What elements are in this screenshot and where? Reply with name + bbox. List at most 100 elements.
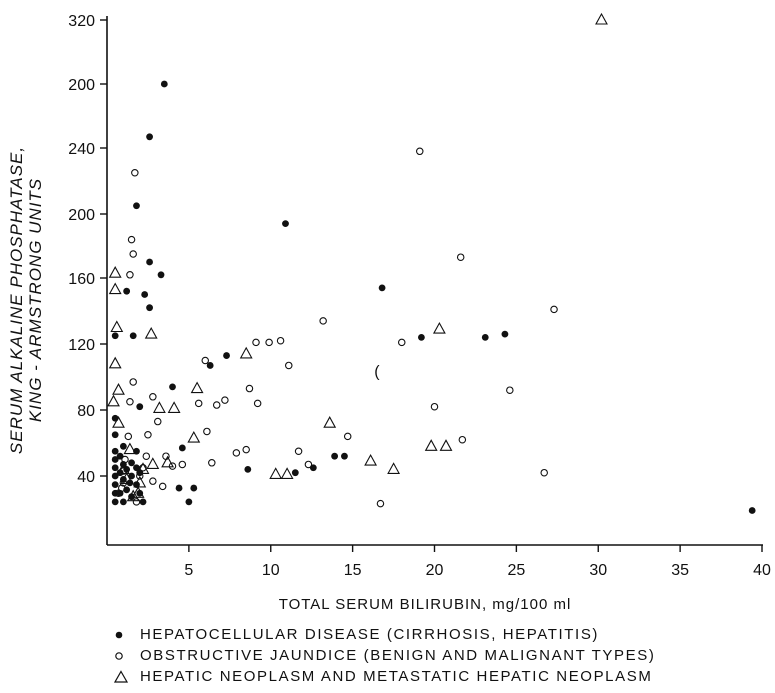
data-point <box>319 317 327 325</box>
data-point <box>119 442 127 450</box>
data-point <box>154 417 162 426</box>
data-point <box>397 338 406 347</box>
data-point <box>132 498 141 506</box>
data-point <box>175 484 183 492</box>
data-point <box>124 432 133 441</box>
data-point <box>203 427 211 436</box>
data-point <box>149 477 157 485</box>
data-point <box>242 445 250 454</box>
data-point <box>540 468 548 477</box>
data-point <box>185 498 193 506</box>
legend: HEPATOCELLULAR DISEASE (CIRRHOSIS, HEPAT… <box>114 624 764 687</box>
legend-item-hepatocellular: HEPATOCELLULAR DISEASE (CIRRHOSIS, HEPAT… <box>114 624 764 645</box>
data-point <box>129 250 137 258</box>
data-point <box>149 393 157 401</box>
data-point <box>112 383 125 395</box>
data-point <box>139 498 147 506</box>
data-point <box>117 484 126 492</box>
x-tick-label: 10 <box>262 562 280 579</box>
data-point <box>424 439 438 451</box>
data-point <box>131 169 139 177</box>
data-point <box>127 235 136 244</box>
data-point <box>206 362 214 369</box>
data-point <box>146 304 153 312</box>
data-point <box>144 430 152 439</box>
data-point <box>276 336 285 345</box>
data-point <box>331 452 339 460</box>
data-point <box>323 416 337 428</box>
data-point <box>121 455 129 464</box>
data-point <box>282 220 289 228</box>
data-point <box>111 431 119 439</box>
data-point <box>501 330 509 338</box>
data-point <box>111 332 119 340</box>
data-point <box>595 12 608 25</box>
data-point <box>158 482 167 491</box>
data-point <box>341 452 348 460</box>
data-points <box>107 12 756 514</box>
data-point <box>168 462 177 470</box>
legend-label: HEPATOCELLULAR DISEASE (CIRRHOSIS, HEPAT… <box>140 626 600 643</box>
y-tick-label: 120 <box>68 337 95 354</box>
y-tick-label: 80 <box>77 403 95 420</box>
series-2 <box>107 12 608 502</box>
data-point <box>416 147 424 156</box>
data-point <box>142 452 151 460</box>
data-point <box>123 442 137 455</box>
legend-item-neoplasm: HEPATIC NEOPLASM AND METASTATIC HEPATIC … <box>114 666 764 687</box>
data-point <box>129 378 137 386</box>
open-circle-icon <box>114 648 140 664</box>
data-point <box>128 472 135 480</box>
data-point <box>304 460 313 469</box>
data-point <box>343 432 352 441</box>
data-point <box>126 271 134 279</box>
legend-label: HEPATIC NEOPLASM AND METASTATIC HEPATIC … <box>140 668 653 685</box>
y-tick-label: 320 <box>68 13 95 30</box>
data-point <box>285 361 293 370</box>
legend-label: OBSTRUCTIVE JAUNDICE (BENIGN AND MALIGNA… <box>140 647 656 664</box>
data-point <box>131 486 145 498</box>
data-point <box>123 287 131 295</box>
x-tick-label: 15 <box>344 562 362 579</box>
legend-item-obstructive: OBSTRUCTIVE JAUNDICE (BENIGN AND MALIGNA… <box>114 645 764 666</box>
data-point <box>245 384 254 393</box>
axes <box>106 16 763 546</box>
data-point <box>112 416 125 428</box>
data-point <box>119 467 128 475</box>
data-point <box>146 133 153 141</box>
data-point <box>430 402 439 411</box>
annotations: ( <box>374 363 380 380</box>
data-point <box>291 469 299 477</box>
data-point <box>111 481 119 489</box>
data-point <box>111 464 119 472</box>
data-point <box>253 399 262 408</box>
data-point <box>232 449 241 457</box>
y-tick-label: 160 <box>68 271 95 288</box>
data-point <box>108 356 122 369</box>
annotation-mark: ( <box>374 363 380 380</box>
data-point <box>126 397 134 406</box>
data-point <box>550 305 558 314</box>
data-point <box>212 401 221 409</box>
data-point <box>120 472 134 484</box>
x-tick-label: 35 <box>671 562 689 579</box>
y-axis-title: SERUM ALKALINE PHOSPHATASE, KING - ARMST… <box>7 146 45 454</box>
data-point <box>194 399 203 408</box>
y-tick-label: 40 <box>77 469 95 486</box>
data-point <box>364 453 378 466</box>
y-tick-label: 240 <box>68 141 95 158</box>
series-1 <box>114 147 558 508</box>
open-triangle-icon <box>114 669 140 685</box>
x-tick-label: 25 <box>507 562 525 579</box>
data-point <box>152 401 166 413</box>
data-point <box>458 435 467 444</box>
data-point <box>178 444 186 452</box>
data-point <box>116 462 130 474</box>
data-point <box>432 321 446 334</box>
data-point <box>190 484 198 492</box>
data-point <box>111 447 119 455</box>
data-point <box>133 202 140 210</box>
data-point <box>136 489 144 497</box>
data-point <box>169 383 176 391</box>
